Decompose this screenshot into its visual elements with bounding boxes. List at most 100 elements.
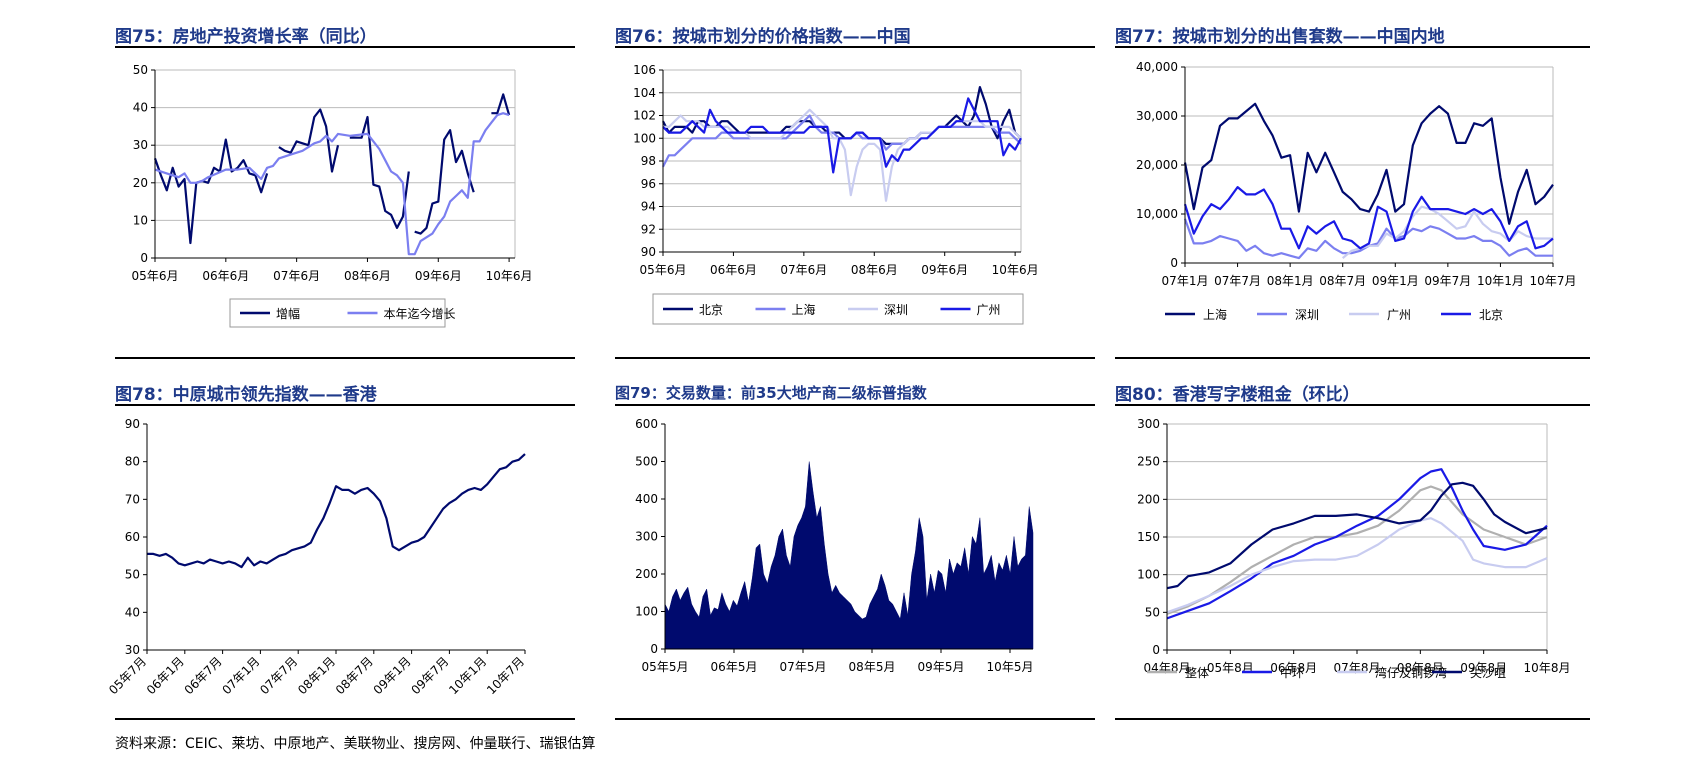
title-rule — [115, 46, 575, 48]
y-tick-label: 30 — [125, 643, 140, 657]
x-tick-label: 10年7月 — [484, 654, 527, 697]
chart-79-svg: 0 100 200 300 400 500 600 05年5月 06年5月 07年5月 08年5月 0… — [635, 417, 1034, 674]
x-tick-label: 09年5月 — [918, 660, 965, 674]
x-tick-label: 10年6月 — [486, 269, 533, 283]
title-rule — [615, 46, 1095, 48]
bottom-rule — [1115, 718, 1590, 720]
x-tick-label: 06年7月 — [182, 654, 225, 697]
chart-panel-75: 图75：房地产投资增长率（同比） 0 10 20 30 40 50 05年6月 06年6月 07… — [115, 22, 575, 359]
x-tick-label: 09年6月 — [415, 269, 462, 283]
x-tick-label: 10年1月 — [1477, 274, 1524, 288]
title-rule — [1115, 46, 1590, 48]
y-tick-label: 150 — [1137, 530, 1160, 544]
legend-label: 本年迄今增长 — [384, 306, 456, 321]
y-tick-label: 100 — [635, 605, 658, 619]
y-tick-label: 40 — [125, 605, 140, 619]
y-tick-label: 300 — [635, 530, 658, 544]
x-tick-label: 09年8月 — [1460, 661, 1507, 675]
area-series — [664, 461, 1034, 650]
x-tick-label: 09年7月 — [1424, 274, 1471, 288]
y-tick-label: 20,000 — [1136, 158, 1178, 172]
title-rule — [615, 404, 1095, 406]
y-tick-label: 250 — [1137, 455, 1160, 469]
x-tick-label: 06年1月 — [144, 654, 187, 697]
series-line — [491, 93, 511, 116]
chart-panel-76: 图76：按城市划分的价格指数——中国 90 92 94 96 98 100 102 104 10… — [615, 22, 1095, 359]
x-tick-label: 07年1月 — [1162, 274, 1209, 288]
y-tick-label: 200 — [1137, 492, 1160, 506]
chart-title: 图76：按城市划分的价格指数——中国 — [615, 27, 911, 47]
x-tick-label: 09年6月 — [921, 263, 968, 277]
y-tick-label: 500 — [635, 455, 658, 469]
x-tick-label: 10年6月 — [992, 263, 1039, 277]
x-tick-label: 05年5月 — [642, 660, 689, 674]
y-tick-label: 80 — [125, 455, 140, 469]
legend-label: 上海 — [792, 302, 816, 317]
y-tick-label: 70 — [125, 492, 140, 506]
y-tick-label: 0 — [1170, 256, 1178, 270]
series-line — [1183, 218, 1553, 260]
y-tick-label: 10,000 — [1136, 207, 1178, 221]
x-tick-label: 06年6月 — [710, 263, 757, 277]
series-line — [1183, 186, 1554, 250]
title-rule — [1115, 404, 1590, 406]
y-tick-label: 10 — [133, 213, 148, 227]
series-line — [153, 138, 269, 245]
legend-box — [652, 293, 1024, 325]
x-tick-label: 08年6月 — [344, 269, 391, 283]
series-line — [1183, 102, 1554, 225]
y-tick-label: 50 — [133, 63, 148, 77]
y-tick-label: 40,000 — [1136, 60, 1178, 74]
x-tick-label: 08年1月 — [295, 654, 338, 697]
y-tick-label: 100 — [1137, 568, 1160, 582]
chart-panel-77: 图77：按城市划分的出售套数——中国内地 0 10,000 20,000 30,000… — [1115, 22, 1590, 359]
x-tick-label: 10年1月 — [446, 654, 489, 697]
legend-label: 上海 — [1203, 307, 1227, 322]
title-rule — [115, 404, 575, 406]
chart-title: 图75：房地产投资增长率（同比） — [115, 27, 377, 47]
y-tick-label: 50 — [1145, 605, 1160, 619]
x-tick-label: 05年6月 — [640, 263, 687, 277]
series-line — [349, 115, 410, 229]
x-tick-label: 10年7月 — [1530, 274, 1577, 288]
legend-label: 中环 — [1280, 665, 1304, 680]
chart-panel-79: 图79：交易数量：前35大地产商二级标普指数 0 100 200 300 400 500 6… — [615, 380, 1095, 720]
x-tick-label: 07年7月 — [257, 654, 300, 697]
y-tick-label: 94 — [641, 200, 656, 214]
legend-label: 北京 — [1479, 308, 1503, 322]
series-line — [278, 108, 340, 173]
y-tick-label: 0 — [140, 251, 148, 265]
y-tick-label: 200 — [635, 567, 658, 581]
bottom-rule — [615, 357, 1095, 359]
bottom-rule — [615, 718, 1095, 720]
y-tick-label: 30,000 — [1136, 109, 1178, 123]
chart-78-svg: 3040506070809005年7月06年1月06年7月07年1月07年7月0… — [106, 417, 527, 697]
series-line — [662, 97, 1022, 174]
x-tick-label: 10年5月 — [987, 660, 1034, 674]
series-line — [414, 129, 475, 235]
x-tick-label: 08年7月 — [333, 654, 376, 697]
y-tick-label: 100 — [633, 131, 656, 145]
x-tick-label: 06年6月 — [202, 269, 249, 283]
x-tick-label: 05年6月 — [132, 269, 179, 283]
y-tick-label: 106 — [633, 63, 656, 77]
x-tick-label: 08年6月 — [851, 263, 898, 277]
series-line — [1166, 517, 1548, 614]
y-tick-label: 96 — [641, 177, 656, 191]
chart-76-svg: 90 92 94 96 98 100 102 104 106 05年6月 06年6月 07年6月 08年… — [633, 63, 1039, 325]
bottom-rule — [1115, 357, 1590, 359]
x-tick-label: 08年7月 — [1319, 274, 1366, 288]
series-line — [1166, 485, 1548, 615]
legend-label: 深圳 — [1295, 308, 1319, 322]
series-line — [1166, 468, 1548, 620]
y-tick-label: 0 — [650, 642, 658, 656]
legend-label: 广州 — [977, 303, 1001, 317]
y-tick-label: 98 — [641, 154, 656, 168]
y-tick-label: 102 — [633, 109, 656, 123]
y-tick-label: 60 — [125, 530, 140, 544]
legend-label: 增幅 — [276, 306, 300, 321]
legend-label: 整体 — [1185, 665, 1209, 680]
y-tick-label: 20 — [133, 176, 148, 190]
series-line — [1166, 481, 1548, 590]
